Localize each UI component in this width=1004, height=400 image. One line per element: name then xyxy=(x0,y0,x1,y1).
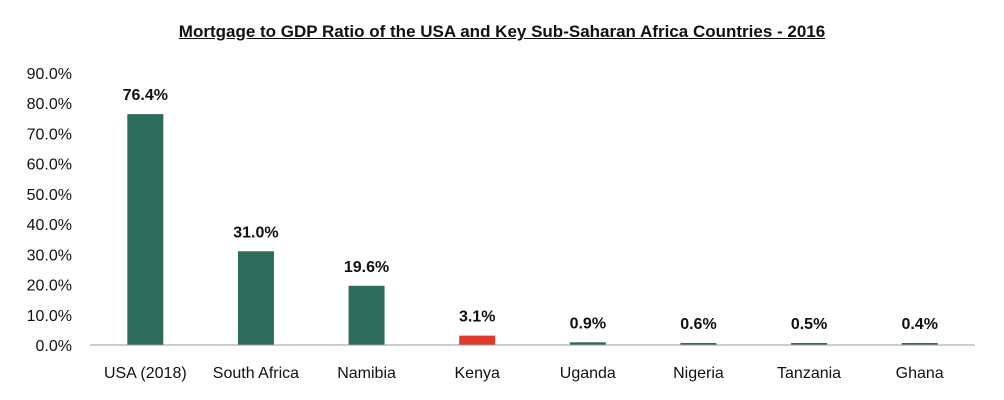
y-tick-label: 0.0% xyxy=(36,338,72,355)
y-tick-label: 50.0% xyxy=(27,187,72,204)
bar-south-africa xyxy=(237,251,274,345)
data-label: 0.5% xyxy=(791,316,827,333)
category-label: Uganda xyxy=(560,365,616,382)
data-labels: 76.4% 31.0% 19.6% 3.1% 0.9% 0.6% 0.5% 0.4% xyxy=(123,87,938,333)
category-label: Namibia xyxy=(337,365,396,382)
y-tick-label: 20.0% xyxy=(27,278,72,295)
data-label: 19.6% xyxy=(344,259,389,276)
category-label: Tanzania xyxy=(777,365,841,382)
bar-ghana xyxy=(901,343,938,345)
data-label: 0.4% xyxy=(901,316,937,333)
category-label: South Africa xyxy=(213,365,299,382)
category-label: USA (2018) xyxy=(104,365,187,382)
data-label: 76.4% xyxy=(123,87,168,104)
bar-kenya xyxy=(459,335,496,345)
bar-uganda xyxy=(569,342,606,345)
y-tick-label: 10.0% xyxy=(27,308,72,325)
data-label: 3.1% xyxy=(459,309,495,326)
bar-namibia xyxy=(348,285,385,345)
bars xyxy=(127,114,938,345)
chart-title: Mortgage to GDP Ratio of the USA and Key… xyxy=(178,22,826,41)
category-label: Kenya xyxy=(455,365,500,382)
data-label: 0.6% xyxy=(680,316,716,333)
y-tick-label: 90.0% xyxy=(27,66,72,83)
data-label: 0.9% xyxy=(570,315,606,332)
category-label: Ghana xyxy=(896,365,944,382)
data-label: 31.0% xyxy=(233,224,278,241)
bar-tanzania xyxy=(791,343,828,345)
y-tick-label: 60.0% xyxy=(27,157,72,174)
y-tick-label: 80.0% xyxy=(27,96,72,113)
x-axis: USA (2018) South Africa Namibia Kenya Uganda… xyxy=(90,344,975,382)
y-tick-label: 30.0% xyxy=(27,247,72,264)
y-tick-label: 40.0% xyxy=(27,217,72,234)
bar-nigeria xyxy=(680,343,717,345)
bar-usa-2018 xyxy=(127,114,164,345)
y-axis: 0.0% 10.0% 20.0% 30.0% 40.0% 50.0% 60.0% 70.0% 8… xyxy=(27,66,72,355)
y-tick-label: 70.0% xyxy=(27,126,72,143)
category-label: Nigeria xyxy=(673,365,724,382)
